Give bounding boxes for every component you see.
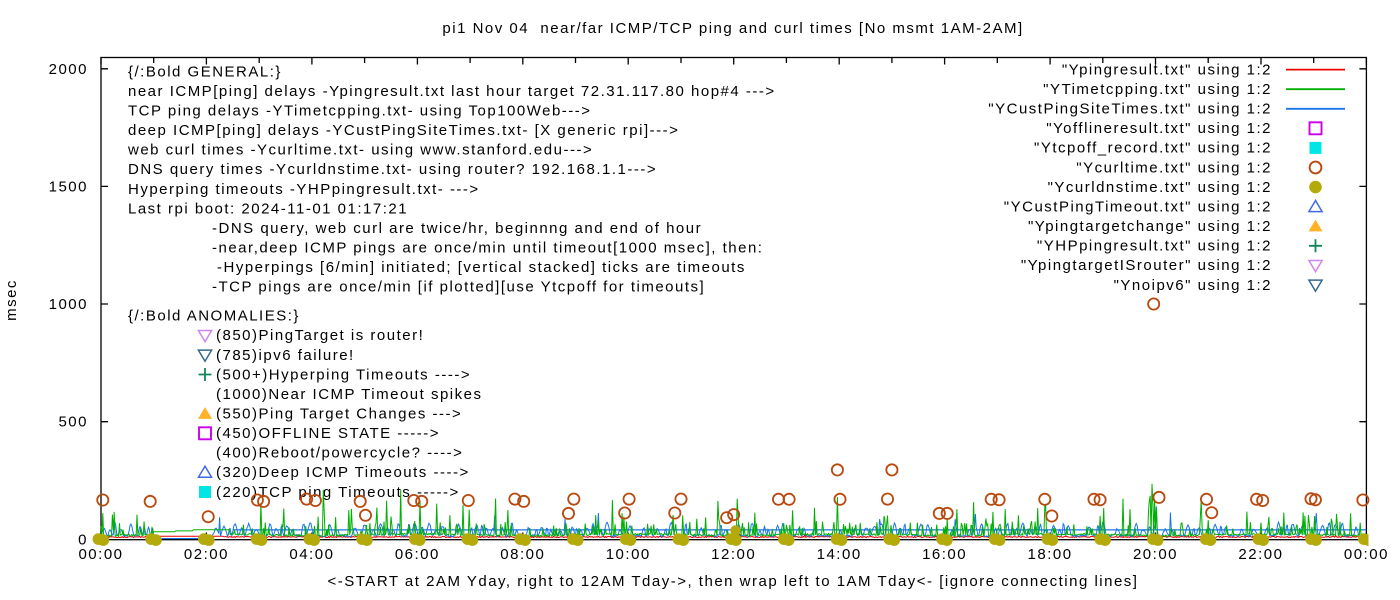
svg-text:"YCustPingTimeout.txt" using 1: "YCustPingTimeout.txt" using 1:2 <box>1004 198 1272 215</box>
svg-text:2000: 2000 <box>49 61 88 78</box>
svg-text:"YTimetcpping.txt" using 1:2: "YTimetcpping.txt" using 1:2 <box>1043 81 1272 98</box>
svg-text:"Yofflineresult.txt" using 1:2: "Yofflineresult.txt" using 1:2 <box>1046 120 1272 137</box>
svg-text:500: 500 <box>58 414 88 431</box>
svg-text:08:00: 08:00 <box>500 546 545 563</box>
svg-text:20:00: 20:00 <box>1133 546 1178 563</box>
svg-text:"Ytcpoff_record.txt" using 1:2: "Ytcpoff_record.txt" using 1:2 <box>1034 140 1272 157</box>
svg-text:deep ICMP[ping] delays -YCustP: deep ICMP[ping] delays -YCustPingSiteTim… <box>128 122 679 139</box>
svg-text:06:00: 06:00 <box>395 546 440 563</box>
svg-text:02:00: 02:00 <box>184 546 229 563</box>
svg-text:DNS query times -Ycurldnstime.: DNS query times -Ycurldnstime.txt- using… <box>128 161 657 178</box>
svg-text:<-START at 2AM Yday, right to: <-START at 2AM Yday, right to 12AM Tday-… <box>328 573 1139 590</box>
svg-text:14:00: 14:00 <box>817 546 862 563</box>
svg-text:"Ycurldnstime.txt" using 1:2: "Ycurldnstime.txt" using 1:2 <box>1048 179 1272 196</box>
svg-text:(450)OFFLINE STATE ----->: (450)OFFLINE STATE -----> <box>216 425 440 442</box>
svg-text:(785)ipv6 failure!: (785)ipv6 failure! <box>216 347 355 364</box>
svg-text:Hyperping timeouts -YHPpingres: Hyperping timeouts -YHPpingresult.txt- -… <box>128 181 480 198</box>
svg-text:18:00: 18:00 <box>1028 546 1073 563</box>
svg-text:22:00: 22:00 <box>1238 546 1283 563</box>
svg-text:"Ycurltime.txt" using 1:2: "Ycurltime.txt" using 1:2 <box>1076 159 1272 176</box>
svg-text:-TCP pings are once/min [if pl: -TCP pings are once/min [if plotted][use… <box>212 279 705 296</box>
svg-text:msec: msec <box>3 279 20 321</box>
svg-text:"Ynoipv6" using 1:2: "Ynoipv6" using 1:2 <box>1114 277 1272 294</box>
svg-text:"Ypingresult.txt" using 1:2: "Ypingresult.txt" using 1:2 <box>1062 61 1272 78</box>
svg-text:(850)PingTarget is router!: (850)PingTarget is router! <box>216 327 424 344</box>
svg-text:1000: 1000 <box>49 296 88 313</box>
svg-text:(220)TCP ping Timeouts ----->: (220)TCP ping Timeouts -----> <box>216 484 460 501</box>
svg-text:pi1 Nov 04 near/far ICMP/TCP: pi1 Nov 04 near/far ICMP/TCP ping and cu… <box>442 20 1023 37</box>
svg-text:(1000)Near ICMP Timeout spikes: (1000)Near ICMP Timeout spikes <box>216 386 482 403</box>
svg-text:10:00: 10:00 <box>606 546 651 563</box>
svg-text:(320)Deep ICMP Timeouts ---->: (320)Deep ICMP Timeouts ----> <box>216 464 470 481</box>
svg-text:00:00: 00:00 <box>78 546 123 563</box>
svg-text:04:00: 04:00 <box>289 546 334 563</box>
svg-text:(400)Reboot/powercycle? ---->: (400)Reboot/powercycle? ----> <box>216 445 463 462</box>
svg-text:"YpingtargetISrouter" using 1:: "YpingtargetISrouter" using 1:2 <box>1021 257 1272 274</box>
svg-text:0: 0 <box>78 531 88 548</box>
svg-text:-DNS query, web curl are twice: -DNS query, web curl are twice/hr, begin… <box>212 220 702 237</box>
svg-text:00:00: 00:00 <box>1344 546 1389 563</box>
svg-text:-near,deep ICMP pings are once: -near,deep ICMP pings are once/min until… <box>212 240 763 257</box>
svg-text:near ICMP[ping] delays -Ypingr: near ICMP[ping] delays -Ypingresult.txt … <box>128 83 776 100</box>
svg-text:12:00: 12:00 <box>711 546 756 563</box>
svg-text:(550)Ping Target Changes --->: (550)Ping Target Changes ---> <box>216 406 462 423</box>
svg-text:{/:Bold ANOMALIES:}: {/:Bold ANOMALIES:} <box>128 308 300 325</box>
svg-text:TCP ping delays -YTimetcpping.: TCP ping delays -YTimetcpping.txt- using… <box>128 102 592 119</box>
svg-text:16:00: 16:00 <box>922 546 967 563</box>
svg-text:"YHPpingresult.txt" using 1:2: "YHPpingresult.txt" using 1:2 <box>1037 238 1272 255</box>
svg-text:"YCustPingSiteTimes.txt" using: "YCustPingSiteTimes.txt" using 1:2 <box>988 101 1272 118</box>
svg-text:Last rpi boot: 2024-11-01 01:1: Last rpi boot: 2024-11-01 01:17:21 <box>128 200 408 217</box>
svg-text:1500: 1500 <box>49 178 88 195</box>
svg-text:(500+)Hyperping Timeouts ---->: (500+)Hyperping Timeouts ----> <box>216 366 471 383</box>
svg-text:{/:Bold GENERAL:}: {/:Bold GENERAL:} <box>128 63 282 80</box>
svg-text:"Ypingtargetchange" using 1:2: "Ypingtargetchange" using 1:2 <box>1028 218 1272 235</box>
svg-text:-Hyperpings [6/min] initiated;: -Hyperpings [6/min] initiated; [vertical… <box>217 259 746 276</box>
svg-text:web curl times -Ycurltime.txt-: web curl times -Ycurltime.txt- using www… <box>127 142 593 159</box>
